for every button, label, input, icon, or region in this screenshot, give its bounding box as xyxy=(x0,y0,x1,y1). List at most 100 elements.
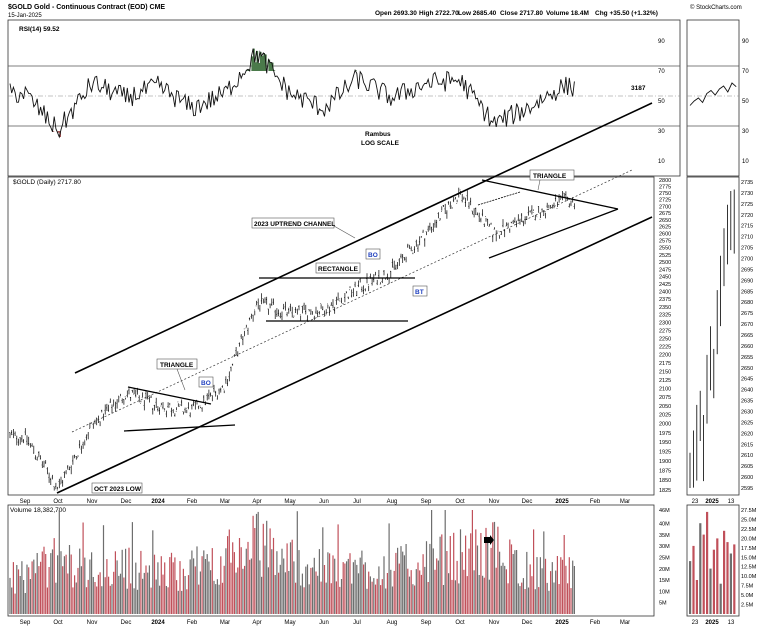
triangle-right-annotation: TRIANGLE xyxy=(533,173,567,180)
volume-bar xyxy=(186,589,188,614)
volume-bar xyxy=(393,570,395,614)
volume-bar xyxy=(208,561,210,614)
zoom-volume-bar xyxy=(716,538,719,614)
bo-callout-1: BO xyxy=(198,376,214,388)
volume-bar xyxy=(119,573,122,614)
zoom-volume-bar xyxy=(719,583,722,614)
volume-bar xyxy=(289,542,292,614)
volume-bar xyxy=(398,563,400,614)
volume-bar xyxy=(131,522,133,614)
triangle-left-callout: TRIANGLE xyxy=(156,358,198,391)
volume-bar xyxy=(266,520,268,614)
volume-bar xyxy=(215,584,217,614)
volume-bar xyxy=(252,515,254,614)
volume-bar xyxy=(340,579,343,614)
volume-bar xyxy=(250,558,252,614)
price-tick-label: 2700 xyxy=(659,204,671,210)
zoom-price-tick-label: 2705 xyxy=(741,246,753,252)
volume-bars xyxy=(9,510,575,614)
volume-bar xyxy=(332,555,334,614)
volume-bar xyxy=(493,521,496,614)
volume-bar xyxy=(442,585,445,614)
volume-bar xyxy=(230,562,232,614)
zoom-volume-tick-label: 27.5M xyxy=(741,508,757,514)
zoom-price-tick-label: 2595 xyxy=(741,486,753,492)
volume-bar xyxy=(169,557,171,614)
volume-bar xyxy=(92,577,94,614)
volume-bar xyxy=(196,546,198,614)
volume-bar xyxy=(565,565,567,614)
volume-bar xyxy=(11,587,13,614)
zoom-volume-bar xyxy=(729,553,732,614)
volume-bar xyxy=(342,562,344,614)
volume-bar xyxy=(323,565,326,614)
volume-bar xyxy=(237,567,239,614)
volume-tick-label: 5M xyxy=(659,601,667,607)
triangle-right-callout: TRIANGLE xyxy=(529,169,575,191)
volume-bar xyxy=(102,525,105,614)
volume-bar xyxy=(91,552,93,614)
volume-bar xyxy=(436,558,438,614)
x-tick-label: Mar xyxy=(620,620,630,626)
volume-bar xyxy=(121,549,123,614)
zoom-volume-bar xyxy=(709,568,712,614)
volume-bar xyxy=(357,573,360,614)
volume-bar xyxy=(223,565,225,614)
volume-bar xyxy=(522,578,524,614)
volume-bar xyxy=(17,569,20,614)
volume-bar xyxy=(53,538,55,614)
volume-bar xyxy=(361,550,363,614)
volume-bar xyxy=(351,583,353,614)
volume-bar xyxy=(130,583,132,614)
volume-bar xyxy=(43,546,45,614)
triangle-left-annotation: TRIANGLE xyxy=(160,362,194,369)
volume-bar xyxy=(339,586,341,614)
volume-bar xyxy=(412,584,414,614)
x-tick-label: Feb xyxy=(187,620,198,626)
bo-callout-2: BO xyxy=(365,248,381,260)
volume-bar xyxy=(138,572,140,614)
volume-bar xyxy=(550,571,552,614)
volume-bar xyxy=(46,587,48,614)
zoom-volume-bar xyxy=(702,534,705,614)
volume-bar xyxy=(94,582,96,614)
volume-bar xyxy=(458,583,460,614)
zoom-price-tick-label: 2620 xyxy=(741,431,753,437)
volume-bar xyxy=(505,569,507,614)
header-low: Low 2685.40 xyxy=(458,10,497,17)
x-tick-label: Dec xyxy=(522,620,533,626)
arrow-right-icon xyxy=(484,535,494,545)
zoom-volume-tick-label: 7.5M xyxy=(741,584,754,590)
x-tick-label: Sep xyxy=(20,499,31,505)
price-tick-label: 2525 xyxy=(659,253,671,259)
price-tick-label: 2100 xyxy=(659,386,671,392)
volume-bar xyxy=(359,557,361,614)
price-tick-label: 2650 xyxy=(659,218,671,224)
x-tick-label: Apr xyxy=(252,499,261,505)
price-tick-label: 2675 xyxy=(659,211,671,217)
price-tick-label: 1850 xyxy=(659,478,671,484)
x-tick-label: Jun xyxy=(319,499,329,505)
price-tick-label: 1975 xyxy=(659,431,671,437)
volume-bar xyxy=(410,570,412,614)
volume-bar xyxy=(490,547,492,614)
zoom-price-tick-label: 2665 xyxy=(741,333,753,339)
volume-bar xyxy=(62,566,64,614)
rsi-tick-label: 70 xyxy=(742,69,749,75)
volume-bar xyxy=(526,551,528,614)
volume-bar xyxy=(431,510,433,614)
price-tick-label: 2000 xyxy=(659,422,671,428)
x-tick-label: Oct xyxy=(53,620,63,626)
zoom-price-tick-label: 2735 xyxy=(741,180,753,186)
channel-midline xyxy=(71,169,633,433)
volume-bar xyxy=(509,539,511,614)
bo-annotation-1: BO xyxy=(201,380,211,387)
volume-bar xyxy=(301,573,303,614)
price-tick-label: 1825 xyxy=(659,488,671,494)
volume-bar xyxy=(403,555,405,614)
volume-bar xyxy=(483,577,485,614)
volume-bar xyxy=(28,567,30,614)
volume-bar xyxy=(220,556,222,614)
x-tick-label: Apr xyxy=(252,620,261,626)
price-tick-label: 1950 xyxy=(659,440,671,446)
